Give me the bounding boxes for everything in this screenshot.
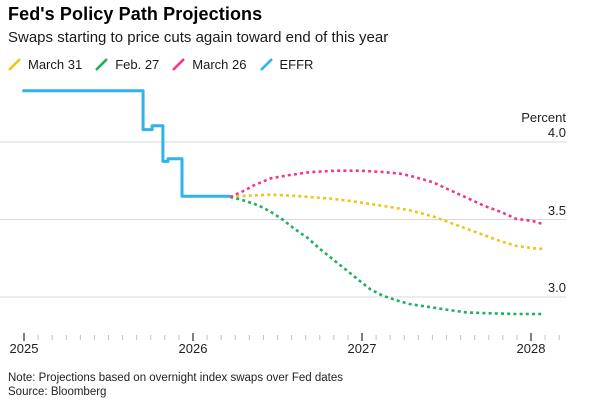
y-axis-label: 3.5: [547, 202, 566, 218]
series-march-26: [229, 169, 544, 226]
y-axis-unit-label: Percent: [521, 110, 566, 125]
chart-legend: March 31 Feb. 27 March 26 EFFR: [8, 57, 313, 72]
y-axis-label: 4.0: [547, 125, 566, 140]
series-feb-27: [229, 195, 543, 316]
legend-slash-icon: [259, 58, 272, 71]
legend-slash-icon: [8, 58, 21, 71]
series-effr: [22, 89, 231, 198]
x-axis-label: 2027: [347, 341, 377, 356]
x-axis-label: 2025: [9, 341, 39, 356]
legend-label: EFFR: [279, 57, 314, 72]
legend-item-feb-27: Feb. 27: [95, 57, 159, 72]
legend-item-march-26: March 26: [172, 57, 247, 72]
chart-source: Source: Bloomberg: [8, 386, 107, 398]
legend-slash-icon: [172, 58, 185, 71]
legend-item-effr: EFFR: [259, 57, 314, 72]
chart-subtitle: Swaps starting to price cuts again towar…: [8, 29, 389, 46]
chart-note: Note: Projections based on overnight ind…: [8, 372, 343, 384]
legend-label: March 31: [28, 57, 83, 72]
legend-label: Feb. 27: [115, 57, 160, 72]
page-title: Fed's Policy Path Projections: [8, 4, 263, 24]
legend-label: March 26: [192, 57, 247, 72]
y-axis-label: 3.0: [547, 280, 566, 295]
legend-slash-icon: [95, 58, 108, 71]
legend-item-march-31: March 31: [8, 57, 82, 72]
series-march-31: [230, 193, 543, 251]
x-axis-label: 2028: [516, 341, 546, 356]
x-axis-label: 2026: [178, 341, 208, 356]
